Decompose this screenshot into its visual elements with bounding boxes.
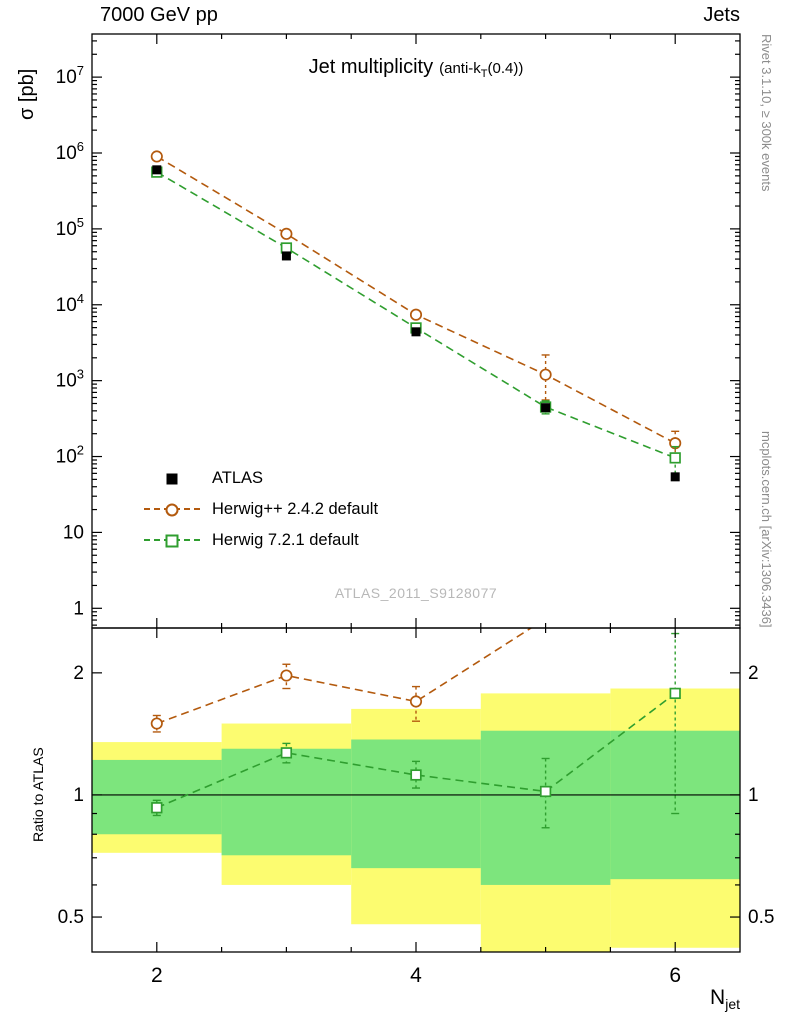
mcplots-reference-note: mcplots.cern.ch [arXiv:1306.3436] (759, 431, 774, 628)
herwigpp-point (539, 368, 552, 381)
y-tick-label: 105 (56, 215, 84, 240)
herwigpp-ratio-point (409, 695, 423, 708)
legend-marker-herwigpp (144, 500, 200, 520)
legend-marker-herwig7 (144, 531, 200, 551)
legend-item-herwigpp: Herwig++ 2.4.2 default (144, 494, 378, 525)
y-axis-label-ratio: Ratio to ATLAS (30, 747, 46, 842)
herwig7-ratio-point (539, 785, 552, 798)
band-green-bin5 (610, 730, 740, 880)
herwigpp-point (280, 227, 293, 240)
band-green-bin3 (351, 739, 481, 869)
y-axis-label-sigma: σ [pb] (16, 68, 38, 120)
herwigpp-line (156, 155, 676, 444)
band-green-bin2 (221, 748, 352, 856)
herwigpp-series (150, 150, 682, 456)
y-tick-label-right: 2 (748, 663, 759, 684)
herwigpp-ratio-line (156, 628, 533, 725)
legend-label-herwigpp: Herwig++ 2.4.2 default (212, 500, 379, 518)
herwig7-ratio-point (151, 802, 163, 814)
plot-title-main: Jet multiplicity (308, 56, 434, 78)
herwigpp-point (150, 150, 163, 163)
herwig7-ratio-series (151, 632, 681, 829)
y-tick-label: 103 (56, 367, 84, 392)
herwigpp-ratio-point (280, 669, 293, 682)
atlas-point (541, 403, 551, 413)
legend-item-herwig7: Herwig 7.2.1 default (144, 525, 378, 556)
herwig7-ratio-point (669, 687, 681, 700)
legend-symbol-square-open (165, 534, 179, 547)
legend-symbol-circle-open (165, 503, 179, 516)
atlas-point (152, 165, 162, 175)
plot-title: Jet multiplicity (anti-kT(0.4)) (92, 56, 740, 80)
y-tick-label-right: 1 (748, 785, 759, 806)
y-tick-label: 1 (73, 598, 84, 619)
herwig7-series (151, 166, 681, 481)
uncertainty-bands (92, 688, 740, 952)
herwig7-point (280, 242, 293, 254)
y-tick-label: 2 (73, 663, 84, 684)
header-beam-energy: 7000 GeV pp (100, 4, 218, 26)
herwig7-ratio-line (156, 692, 676, 809)
herwigpp-ratio-point (150, 717, 163, 730)
legend-symbol-square-filled (166, 473, 178, 484)
y-tick-label: 102 (56, 443, 84, 468)
x-tick-label: 6 (669, 964, 681, 987)
y-tick-label: 0.5 (58, 907, 84, 928)
x-tick-label: 4 (410, 964, 422, 987)
x-axis-label-njet: Njet (710, 986, 740, 1013)
y-tick-label: 107 (56, 63, 84, 88)
x-tick-label: 2 (151, 964, 163, 987)
y-tick-label: 106 (56, 139, 84, 164)
atlas-point (411, 327, 421, 337)
herwigpp-point (409, 308, 423, 321)
herwigpp-ratio-series (150, 628, 533, 733)
band-green-bin1 (92, 759, 222, 835)
y-tick-label: 10 (63, 522, 84, 543)
herwig7-ratio-point (280, 747, 293, 759)
plot-title-jetalg: (anti-kT(0.4)) (439, 60, 524, 80)
legend-marker-atlas (144, 469, 200, 489)
legend-item-atlas: ATLAS (144, 463, 378, 494)
y-tick-label-right: 0.5 (748, 907, 774, 928)
header-analysis-group: Jets (703, 4, 740, 26)
herwig7-ratio-point (410, 769, 422, 781)
legend: ATLAS Herwig++ 2.4.2 default Herwig 7.2.… (144, 463, 378, 556)
atlas-point (670, 472, 680, 482)
y-tick-label: 1 (73, 785, 84, 806)
y-tick-label: 104 (56, 291, 84, 316)
atlas-point (281, 251, 291, 261)
herwig7-point (669, 452, 681, 464)
rivet-version-note: Rivet 3.1.10, ≥ 300k events (759, 34, 774, 192)
legend-label-atlas: ATLAS (212, 469, 264, 487)
atlas-series (152, 165, 680, 482)
legend-label-herwig7: Herwig 7.2.1 default (212, 531, 359, 549)
analysis-id-watermark: ATLAS_2011_S9128077 (334, 585, 498, 601)
